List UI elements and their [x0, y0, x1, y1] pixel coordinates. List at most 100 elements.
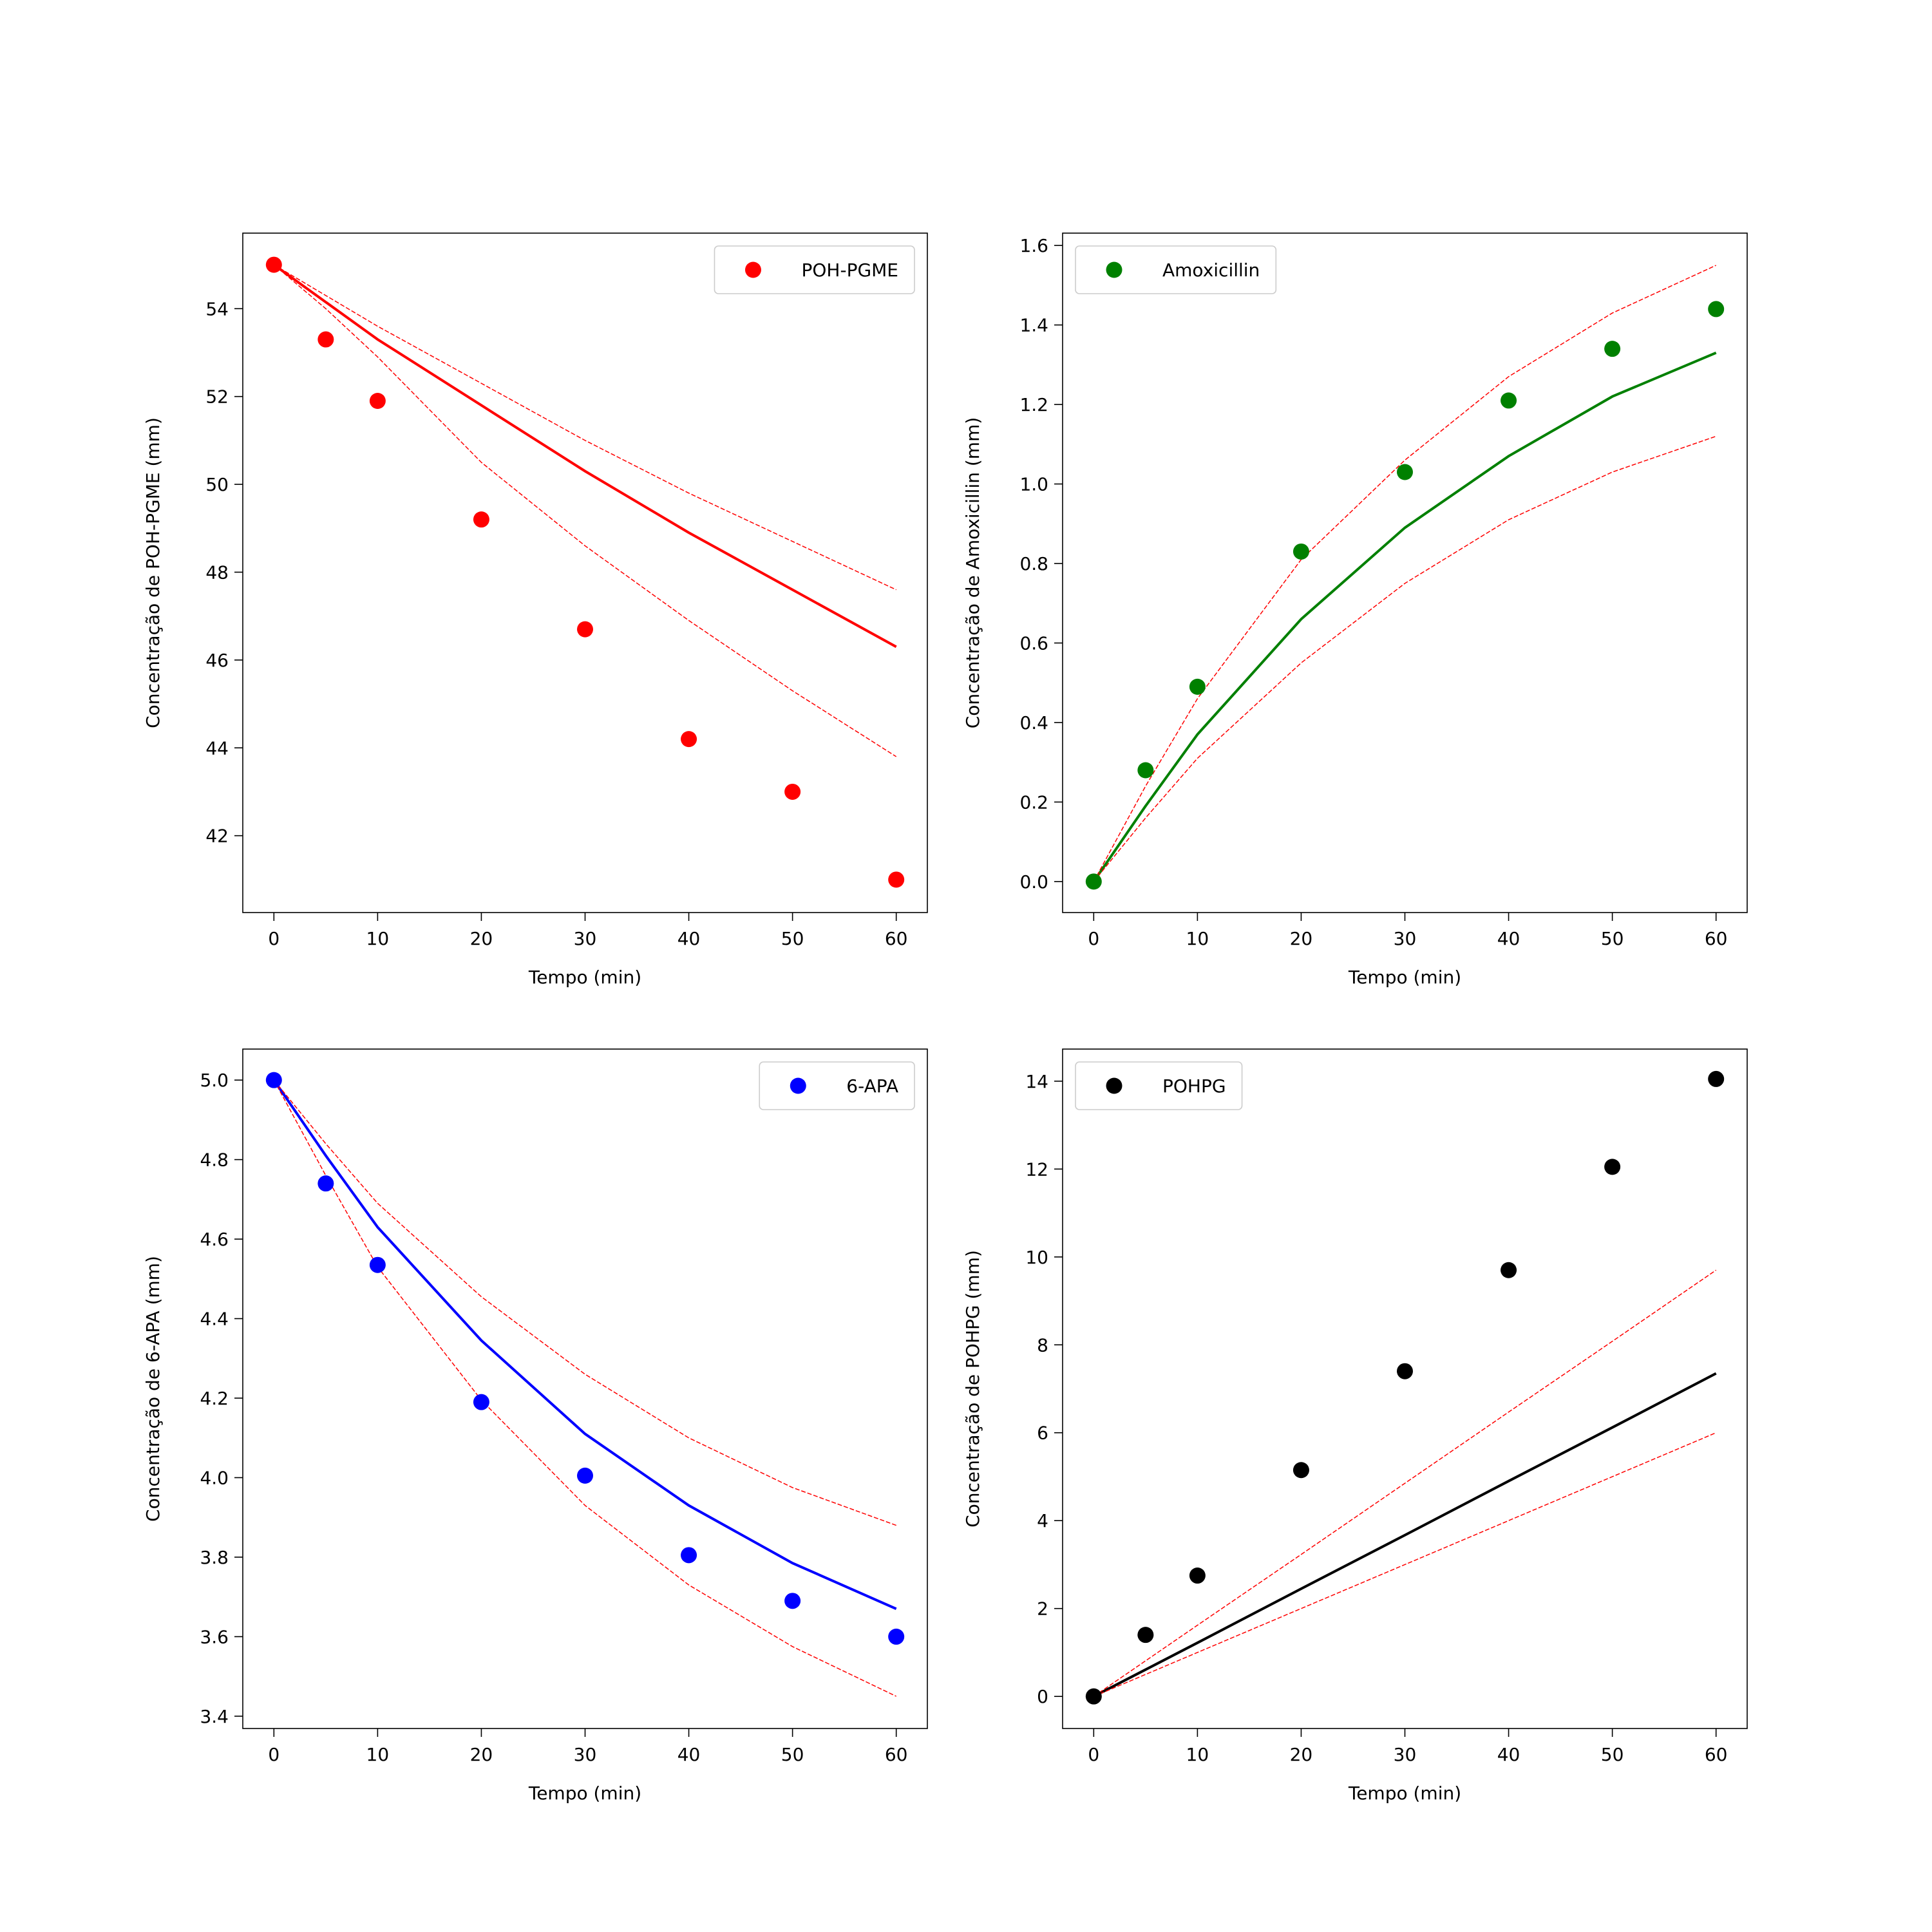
- bound-line: [273, 1079, 896, 1526]
- x-axis-label: Tempo (min): [528, 1783, 641, 1804]
- y-tick-label: 14: [1025, 1071, 1048, 1092]
- data-point: [1397, 1363, 1413, 1379]
- x-tick-label: 10: [366, 1744, 390, 1765]
- x-tick-label: 60: [885, 1744, 908, 1765]
- x-tick-label: 20: [470, 1744, 493, 1765]
- data-point: [265, 256, 282, 273]
- bound-line: [273, 264, 897, 757]
- axes-frame: [242, 232, 928, 913]
- model-line: [1093, 1372, 1717, 1698]
- legend: POHPG: [1075, 1061, 1243, 1110]
- data-point: [1293, 1462, 1309, 1479]
- y-tick-label: 5.0: [200, 1070, 229, 1091]
- legend-label: POHPG: [1162, 1075, 1226, 1097]
- y-tick-label: 46: [205, 650, 229, 671]
- x-tick-label: 30: [574, 928, 597, 949]
- x-tick-label: 50: [1601, 1744, 1624, 1765]
- model-line: [272, 1079, 897, 1611]
- legend-label: Amoxicillin: [1162, 260, 1260, 281]
- plot-area: [1085, 265, 1725, 890]
- y-tick-label: 3.6: [200, 1626, 229, 1647]
- x-tick-label: 0: [268, 1744, 279, 1765]
- y-tick-label: 0.6: [1019, 632, 1048, 654]
- data-point: [369, 393, 386, 410]
- legend-marker: [790, 1077, 806, 1094]
- data-point: [888, 1628, 905, 1645]
- bound-line: [1093, 1269, 1717, 1697]
- y-axis-label: Concentração de POH-PGME (mm): [142, 417, 164, 728]
- y-tick-label: 0: [1037, 1686, 1048, 1707]
- x-tick-label: 50: [781, 928, 804, 949]
- y-tick-label: 4.8: [200, 1150, 229, 1171]
- x-tick-label: 30: [574, 1744, 597, 1765]
- y-tick-label: 54: [205, 298, 229, 319]
- bound-line: [1093, 265, 1716, 882]
- y-tick-label: 6: [1037, 1423, 1048, 1444]
- y-tick-label: 1.0: [1019, 474, 1048, 495]
- bound-line: [273, 1079, 897, 1697]
- legend-marker: [1106, 261, 1122, 278]
- y-tick-label: 4.2: [200, 1388, 229, 1409]
- x-tick-label: 0: [1088, 928, 1099, 949]
- y-tick-label: 0.8: [1019, 553, 1048, 574]
- x-tick-label: 40: [677, 1744, 701, 1765]
- plot-area: [1085, 1070, 1725, 1705]
- data-point: [369, 1256, 386, 1273]
- legend: 6-APA: [759, 1061, 915, 1110]
- legend-label: 6-APA: [846, 1075, 898, 1097]
- data-point: [1189, 1567, 1206, 1584]
- data-point: [1397, 464, 1413, 480]
- y-tick-label: 4.6: [200, 1229, 229, 1250]
- legend-label: POH-PGME: [801, 260, 898, 281]
- x-tick-label: 10: [1186, 928, 1209, 949]
- data-point: [473, 511, 489, 528]
- x-tick-label: 60: [1705, 1744, 1728, 1765]
- x-tick-label: 20: [1290, 928, 1313, 949]
- y-tick-label: 1.2: [1019, 394, 1048, 415]
- y-tick-label: 8: [1037, 1334, 1048, 1356]
- legend-marker: [1106, 1077, 1122, 1094]
- axes-frame: [1062, 232, 1748, 913]
- y-tick-label: 52: [205, 386, 229, 408]
- data-point: [1501, 392, 1517, 409]
- data-point: [681, 1547, 697, 1564]
- bound-line: [1094, 1432, 1716, 1697]
- x-tick-label: 60: [885, 928, 908, 949]
- legend-box: [1075, 1061, 1243, 1110]
- data-point: [577, 1467, 593, 1484]
- y-tick-label: 4.4: [200, 1309, 229, 1330]
- legend-box: [759, 1061, 915, 1110]
- x-tick-label: 20: [1290, 1744, 1313, 1765]
- data-point: [784, 1593, 801, 1609]
- y-tick-label: 44: [205, 737, 229, 759]
- data-point: [317, 1175, 334, 1192]
- data-point: [1708, 1070, 1725, 1087]
- data-point: [681, 731, 697, 748]
- y-tick-label: 1.4: [1019, 315, 1048, 336]
- y-tick-label: 48: [205, 562, 229, 583]
- y-tick-label: 0.4: [1019, 712, 1048, 734]
- plot-area: [265, 1072, 905, 1697]
- model-line: [1092, 351, 1717, 882]
- legend-marker: [744, 261, 761, 278]
- x-tick-label: 40: [1497, 928, 1520, 949]
- x-tick-label: 0: [1088, 1744, 1099, 1765]
- x-tick-label: 0: [268, 928, 279, 949]
- bound-line: [273, 264, 896, 591]
- y-axis-label: Concentração de 6-APA (mm): [142, 1256, 164, 1522]
- x-tick-label: 10: [1186, 1744, 1209, 1765]
- y-tick-label: 10: [1025, 1247, 1048, 1268]
- data-point: [1137, 1627, 1154, 1643]
- data-point: [1708, 301, 1725, 317]
- axes-frame: [242, 1048, 928, 1729]
- data-point: [888, 871, 905, 888]
- y-tick-label: 0.2: [1019, 791, 1048, 813]
- y-tick-label: 42: [205, 826, 229, 847]
- plot-area: [265, 256, 905, 888]
- x-tick-label: 10: [366, 928, 390, 949]
- legend: POH-PGME: [714, 245, 915, 294]
- data-point: [1501, 1262, 1517, 1278]
- x-tick-label: 40: [1497, 1744, 1520, 1765]
- x-axis-label: Tempo (min): [528, 967, 641, 988]
- y-tick-label: 4.0: [200, 1467, 229, 1488]
